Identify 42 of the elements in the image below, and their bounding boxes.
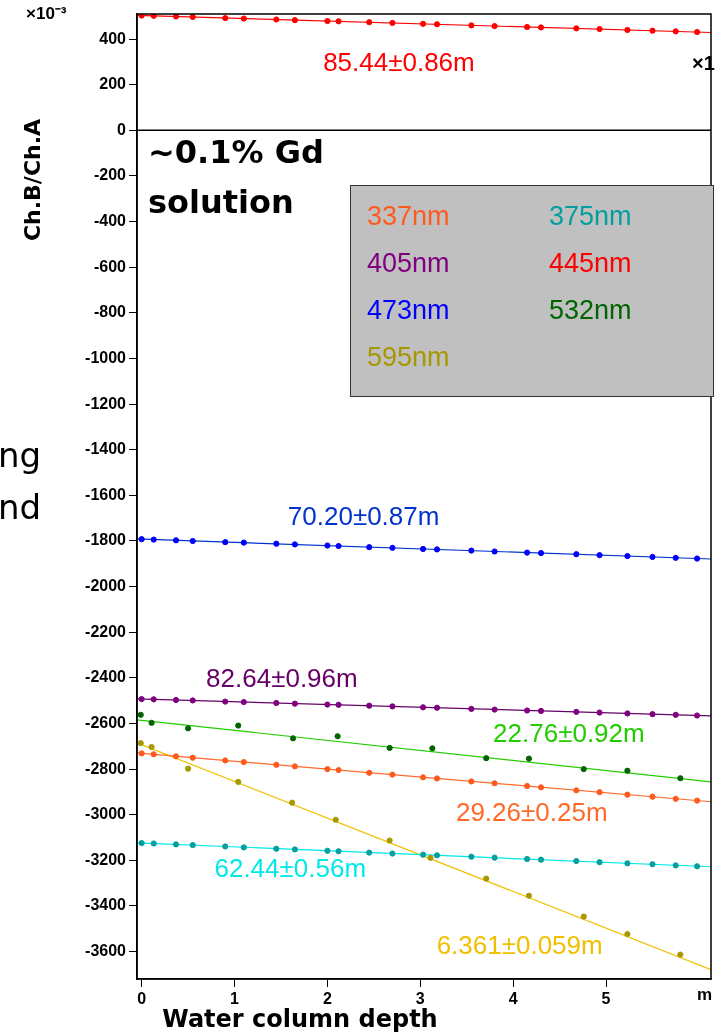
x-tick-label: 2 [322, 990, 332, 1008]
y-tick-label: -2400 [85, 668, 127, 686]
x-tick-label: 3 [415, 990, 425, 1008]
text: ×10⁻³ [26, 3, 67, 23]
y-tick-label: -3600 [85, 942, 127, 960]
x-tick-label: 0 [137, 990, 147, 1008]
y-tick-label: -2800 [85, 759, 127, 777]
x-axis-title: Water column depth [162, 1005, 438, 1034]
annotation: 22.76±0.92m [493, 718, 645, 749]
y-tick-label: -1600 [85, 485, 127, 503]
y-tick-label: -3400 [85, 896, 127, 914]
y-tick-label: 0 [117, 120, 127, 138]
y-tick-label: -2000 [85, 577, 127, 595]
y-tick-label: -3200 [85, 850, 127, 868]
y-tick-label: -3000 [85, 805, 127, 823]
text: ng [0, 434, 42, 475]
annotation: 70.20±0.87m [287, 500, 440, 531]
y-tick-label: -2200 [85, 622, 127, 640]
x-tick-label: 5 [601, 990, 611, 1008]
y-tick-label: -600 [93, 257, 127, 275]
y-tick-label: -800 [93, 303, 127, 321]
text: m [697, 984, 713, 1004]
annotation: ~0.1% Gd solution [148, 133, 324, 222]
y-tick-label: 400 [99, 29, 127, 47]
x-tick-label: 1 [230, 990, 240, 1008]
x-tick-label: 4 [508, 990, 518, 1008]
annotation: 29.26±0.25m [455, 797, 608, 828]
y-tick-label: -200 [93, 166, 127, 184]
text: nd [0, 486, 42, 527]
annotation: 85.44±0.86m [323, 47, 475, 78]
y-tick-label: -1200 [85, 394, 127, 412]
y-tick-label: -400 [93, 212, 127, 230]
y-tick-label: -1400 [85, 440, 127, 458]
annotation: 82.64±0.96m [206, 663, 358, 694]
annotation: 6.361±0.059m [436, 930, 603, 961]
y-tick-label: -2600 [85, 713, 127, 731]
y-tick-label: -1000 [85, 348, 127, 366]
annotation: 62.44±0.56m [214, 853, 367, 884]
y-tick-label: -1800 [85, 531, 127, 549]
legend-panel: 337nm 375nm 405nm 445nm 473nm 532nm 595nm [350, 185, 714, 397]
y-tick-label: 200 [99, 75, 127, 93]
y-axis-title: Ch.B/Ch.A [19, 118, 45, 242]
